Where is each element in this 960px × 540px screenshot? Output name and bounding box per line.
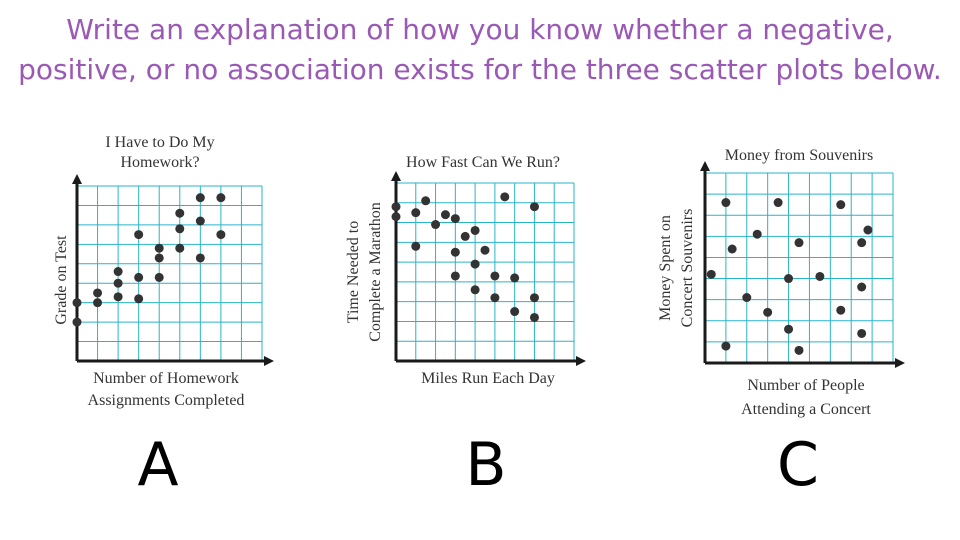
x-axis-arrow-icon	[264, 356, 274, 366]
x-axis-label: Assignments Completed	[88, 392, 245, 409]
y-axis-label: Grade on Test	[53, 235, 70, 325]
grid	[76, 185, 263, 362]
prompt-line-2: positive, or no association exists for t…	[18, 53, 942, 86]
data-point	[216, 193, 226, 203]
data-point	[134, 272, 144, 282]
chart-title: I Have to Do My	[105, 134, 214, 151]
data-point	[134, 230, 144, 240]
data-point	[93, 288, 103, 298]
data-point	[113, 278, 123, 288]
chart-title: Homework?	[120, 154, 199, 171]
data-point	[72, 317, 82, 327]
data-point	[93, 298, 103, 308]
y-axis-arrow-icon	[72, 174, 82, 184]
plot-c-letter: C	[777, 430, 819, 500]
data-point	[175, 243, 185, 253]
data-point	[134, 294, 144, 304]
data-point	[154, 272, 164, 282]
data-point	[154, 253, 164, 263]
prompt-line-1: Write an explanation of how you know whe…	[66, 13, 894, 46]
chart-a: I Have to Do My Homework? Number of Homewo…	[53, 134, 274, 409]
data-point	[175, 224, 185, 234]
prompt-text: Write an explanation of how you know whe…	[0, 10, 960, 90]
data-point	[113, 292, 123, 302]
data-point	[154, 243, 164, 253]
plot-b-letter: B	[465, 430, 507, 500]
data-point	[195, 253, 205, 263]
data-point	[195, 216, 205, 226]
data-point	[175, 208, 185, 218]
plot-a-letter: A	[137, 430, 179, 500]
data-point	[72, 298, 82, 308]
data-point	[216, 230, 226, 240]
data-point	[113, 267, 123, 277]
x-axis-label: Number of Homework	[93, 370, 239, 387]
data-point	[195, 193, 205, 203]
